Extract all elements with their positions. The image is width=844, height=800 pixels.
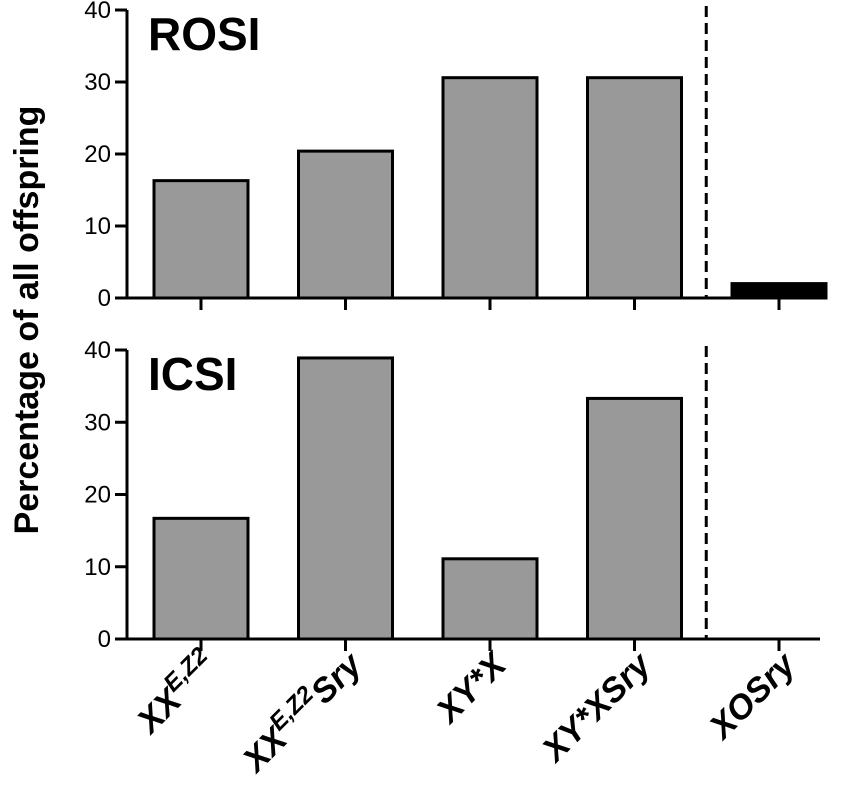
y-tick-label-rosi-2: 20	[84, 141, 111, 168]
y-tick-label-rosi-1: 10	[84, 213, 111, 240]
y-tick-label-icsi-0: 0	[98, 626, 111, 653]
panel-title-icsi: ICSI	[148, 348, 237, 400]
bar-rosi-2	[441, 76, 539, 300]
category-label-4: XOSry	[701, 644, 804, 747]
y-axis-title: Percentage of all offspring	[8, 106, 46, 535]
bar-rosi-1	[297, 149, 394, 300]
y-tick-label-icsi-1: 10	[84, 554, 111, 581]
category-label-3: XY*XSry	[534, 644, 660, 770]
bar-icsi-1	[297, 356, 394, 641]
y-tick-label-rosi-4: 40	[84, 0, 111, 24]
category-label-part: XOSry	[701, 644, 804, 747]
bar-rosi-3	[586, 76, 683, 300]
category-label-1: XXE,Z2Sry	[231, 641, 371, 781]
y-tick-label-icsi-3: 30	[84, 409, 111, 436]
category-label-0: XXE,Z2	[125, 642, 225, 742]
y-tick-label-icsi-4: 40	[84, 337, 111, 364]
category-label-2: XY*X	[428, 644, 515, 731]
panel-title-rosi: ROSI	[148, 8, 260, 60]
bar-rosi-4	[730, 282, 828, 300]
bar-rosi-0	[152, 179, 250, 300]
y-tick-label-rosi-3: 30	[84, 69, 111, 96]
y-tick-label-rosi-0: 0	[98, 285, 111, 312]
bar-icsi-3	[586, 396, 683, 641]
y-tick-label-icsi-2: 20	[84, 482, 111, 509]
category-label-part: XY*X	[428, 644, 515, 731]
bar-icsi-0	[152, 516, 250, 641]
bar-icsi-2	[441, 557, 539, 641]
